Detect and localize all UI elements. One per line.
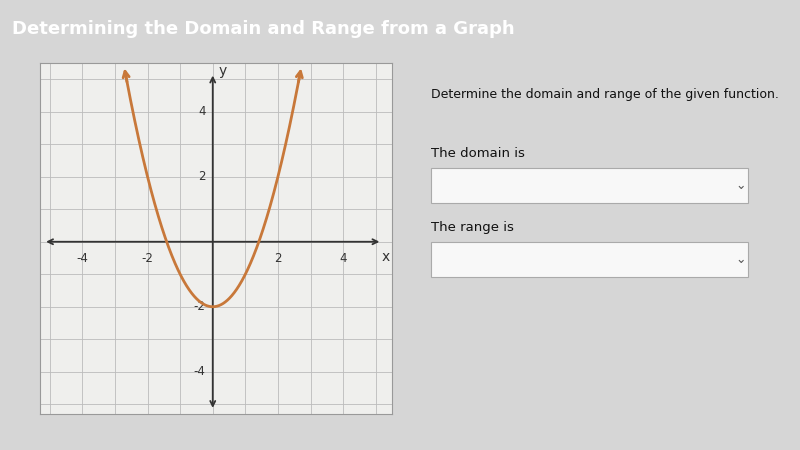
- Text: y: y: [218, 64, 227, 78]
- Text: 2: 2: [274, 252, 282, 265]
- Text: ⌄: ⌄: [735, 253, 746, 266]
- Text: -2: -2: [142, 252, 154, 265]
- Text: x: x: [382, 250, 390, 264]
- Text: 4: 4: [198, 105, 206, 118]
- FancyBboxPatch shape: [431, 242, 748, 277]
- Text: 4: 4: [339, 252, 347, 265]
- FancyBboxPatch shape: [431, 168, 748, 203]
- Text: Determine the domain and range of the given function.: Determine the domain and range of the gi…: [431, 88, 779, 100]
- Text: -4: -4: [194, 365, 206, 378]
- Text: -2: -2: [194, 300, 206, 313]
- Text: The domain is: The domain is: [431, 147, 525, 160]
- Text: ⌄: ⌄: [735, 180, 746, 192]
- Text: The range is: The range is: [431, 221, 514, 234]
- Text: 2: 2: [198, 170, 206, 183]
- Text: -4: -4: [77, 252, 88, 265]
- Text: Determining the Domain and Range from a Graph: Determining the Domain and Range from a …: [12, 20, 514, 38]
